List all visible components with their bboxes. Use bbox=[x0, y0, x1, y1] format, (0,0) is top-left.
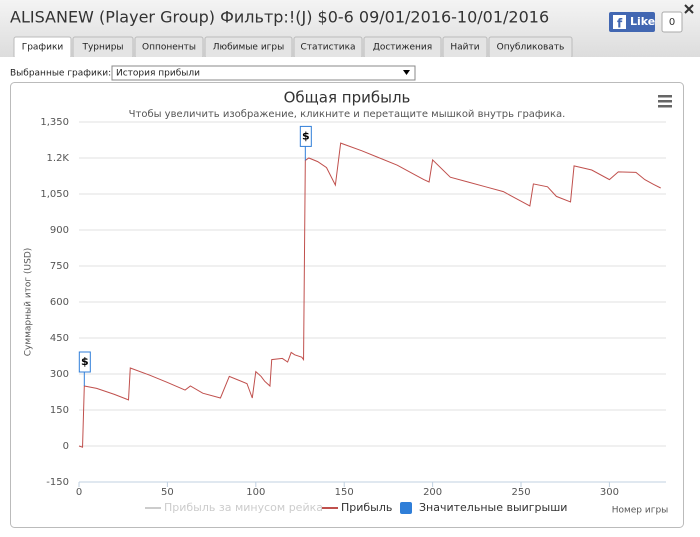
x-tick-label: 100 bbox=[246, 487, 265, 498]
x-tick-label: 250 bbox=[511, 487, 530, 498]
flag[interactable] bbox=[78, 351, 91, 373]
legend-label[interactable]: Значительные выигрыши bbox=[419, 501, 567, 514]
y-tick-label: -150 bbox=[46, 477, 69, 488]
chart-panel bbox=[10, 82, 684, 528]
profit-line bbox=[78, 142, 661, 448]
y-tick-label: 150 bbox=[50, 405, 69, 416]
y-tick-label: 1,050 bbox=[40, 189, 69, 200]
selector[interactable]: История прибыли bbox=[111, 65, 416, 81]
chart-title: Общая прибыль bbox=[284, 89, 411, 107]
y-tick-label: 450 bbox=[50, 333, 69, 344]
tab-label: Найти bbox=[450, 43, 479, 53]
x-axis-label: Номер игры bbox=[612, 506, 669, 516]
x-tick-label: 200 bbox=[423, 487, 442, 498]
x-tick-label: 300 bbox=[600, 487, 619, 498]
svg-text:f: f bbox=[617, 17, 623, 31]
y-tick-label: 300 bbox=[50, 369, 69, 380]
close-button[interactable] bbox=[684, 4, 694, 14]
x-tick-label: 150 bbox=[335, 487, 354, 498]
flag-label: $ bbox=[302, 129, 310, 142]
tab-label: Оппоненты bbox=[142, 43, 196, 53]
legend-label[interactable]: Прибыль bbox=[341, 501, 392, 514]
tab-label: Любимые игры bbox=[213, 43, 284, 53]
tab-label: Статистика bbox=[300, 43, 355, 53]
tab-label: Опубликовать bbox=[497, 43, 565, 53]
flag-label: $ bbox=[81, 355, 89, 368]
like-label: Like bbox=[630, 15, 655, 28]
y-tick-label: 600 bbox=[50, 297, 69, 308]
chart-menu[interactable] bbox=[658, 95, 672, 108]
flag[interactable] bbox=[299, 125, 312, 147]
like-count: 0 bbox=[669, 17, 675, 28]
y-axis-label: Суммарный итог (USD) bbox=[24, 248, 34, 357]
y-tick-label: 0 bbox=[63, 441, 69, 452]
x-tick-label: 0 bbox=[76, 487, 82, 498]
y-tick-label: 1.2K bbox=[47, 153, 70, 164]
x-tick-label: 50 bbox=[161, 487, 174, 498]
tab-label: Достижения bbox=[373, 43, 432, 53]
y-tick-label: 750 bbox=[50, 261, 69, 272]
y-tick-label: 1,350 bbox=[40, 117, 69, 128]
tab-label: Турниры bbox=[81, 43, 123, 53]
window-title: ALISANEW (Player Group) Фильтр:!(J) $0-6… bbox=[10, 8, 549, 27]
selector-label: Выбранные графики: bbox=[10, 69, 111, 79]
tab-label: Графики bbox=[22, 43, 64, 53]
y-tick-label: 900 bbox=[50, 225, 69, 236]
like-count-box bbox=[661, 11, 683, 33]
legend-label[interactable]: Прибыль за минусом рейка bbox=[164, 501, 323, 514]
like-button[interactable]: f Like bbox=[609, 12, 655, 32]
legend-symbol bbox=[400, 502, 412, 514]
selector-value: История прибыли bbox=[116, 69, 200, 79]
chart-subtitle: Чтобы увеличить изображение, кликните и … bbox=[129, 109, 566, 120]
